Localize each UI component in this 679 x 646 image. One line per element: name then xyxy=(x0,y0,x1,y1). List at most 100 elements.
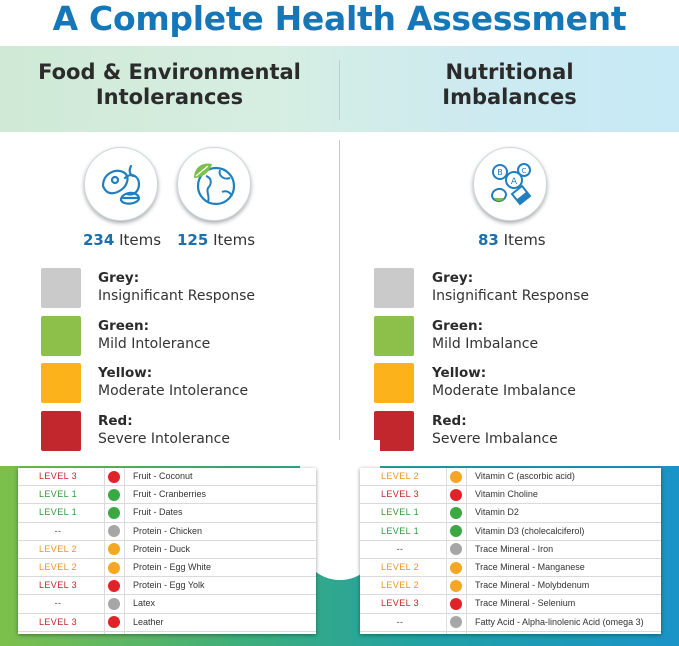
legend-swatch xyxy=(41,363,81,403)
column-separator xyxy=(446,468,447,486)
row-level: LEVEL 3 xyxy=(39,471,77,481)
table-row: LEVEL 1 Fruit - Dates xyxy=(18,504,316,523)
table-row: -- Latex xyxy=(18,595,316,614)
row-level: LEVEL 2 xyxy=(381,561,419,572)
status-dot xyxy=(108,597,120,610)
row-level: LEVEL 3 xyxy=(39,616,77,627)
row-name: Lilac (Syringa vulgaris) xyxy=(133,632,224,634)
column-separator xyxy=(124,504,125,522)
status-dot xyxy=(108,525,120,538)
legend-description: Severe Imbalance xyxy=(432,431,558,447)
count-number: 125 xyxy=(177,231,209,249)
column-separator xyxy=(124,522,125,540)
legend-description: Moderate Intolerance xyxy=(98,383,249,399)
row-name: Fatty Acid - Arachidonic Acid (omega 6) xyxy=(475,632,632,634)
column-divider xyxy=(339,140,340,540)
column-separator xyxy=(466,631,467,634)
row-level: -- xyxy=(396,616,404,627)
row-name: Trace Mineral - Manganese xyxy=(475,561,585,572)
row-level: LEVEL 1 xyxy=(18,632,98,634)
row-name: Fatty Acid - Alpha-linolenic Acid (omega… xyxy=(475,616,644,627)
row-level: LEVEL 1 xyxy=(381,525,419,536)
status-dot xyxy=(450,470,462,483)
column-separator xyxy=(466,558,467,577)
column-separator xyxy=(104,486,105,504)
legend-title: Green: xyxy=(432,318,484,334)
environment-count: 125 Items xyxy=(177,231,255,249)
status-dot xyxy=(108,470,120,483)
row-name: Vitamin D2 xyxy=(475,507,519,518)
row-name: Fruit - Coconut xyxy=(133,471,193,481)
status-dot xyxy=(108,579,120,592)
status-dot xyxy=(450,506,462,519)
column-separator xyxy=(124,577,125,595)
row-level: LEVEL 2 xyxy=(39,561,77,572)
table-row: LEVEL 2 Trace Mineral - Manganese xyxy=(360,558,661,578)
legend-swatch xyxy=(374,411,414,451)
column-separator xyxy=(124,468,125,486)
table-row: -- Trace Mineral - Iron xyxy=(360,540,661,559)
column-separator xyxy=(104,558,105,577)
column-separator xyxy=(446,486,447,504)
row-level: LEVEL 1 xyxy=(39,507,77,518)
count-number: 234 xyxy=(83,231,115,249)
food-icon xyxy=(84,147,158,221)
row-level: -- xyxy=(54,598,62,609)
row-level: LEVEL 2 xyxy=(381,471,419,481)
column-separator xyxy=(104,540,105,558)
svg-text:C: C xyxy=(522,167,527,175)
column-separator xyxy=(104,504,105,522)
status-dot xyxy=(108,616,120,629)
column-separator xyxy=(104,468,105,486)
row-name: Protein - Duck xyxy=(133,543,191,554)
column-separator xyxy=(124,631,125,634)
column-separator xyxy=(124,486,125,504)
count-label: Items xyxy=(213,231,256,249)
column-separator xyxy=(124,595,125,613)
table-row: LEVEL 2 Protein - Egg White xyxy=(18,558,316,578)
legend-swatch xyxy=(41,268,81,308)
row-level: LEVEL 1 xyxy=(381,507,419,518)
status-dot xyxy=(108,488,120,501)
svg-text:B: B xyxy=(497,168,503,177)
column-separator xyxy=(446,595,447,613)
status-dot xyxy=(108,561,120,574)
legend-title: Grey: xyxy=(432,270,474,286)
row-name: Protein - Chicken xyxy=(133,525,203,536)
row-level: LEVEL 2 xyxy=(39,543,77,554)
header-divider xyxy=(339,60,340,120)
food-results-table: LEVEL 3 Fruit - Coconut LEVEL 1 Fruit - Cra… xyxy=(18,468,316,634)
legend-title: Green: xyxy=(98,318,150,334)
column-separator xyxy=(466,595,467,613)
nutritional-heading: Nutritional Imbalances xyxy=(340,60,679,120)
legend-description: Moderate Imbalance xyxy=(432,383,576,399)
row-name: Vitamin Choline xyxy=(475,489,538,500)
status-dot xyxy=(450,525,462,538)
food-count: 234 Items xyxy=(83,231,161,249)
row-name: Protein - Egg Yolk xyxy=(133,580,205,591)
column-separator xyxy=(446,577,447,595)
row-name: Trace Mineral - Selenium xyxy=(475,598,576,609)
nutritional-count: 83 Items xyxy=(478,231,546,249)
table-row: LEVEL 3 Leather xyxy=(18,613,316,632)
table-row: LEVEL 3 Vitamin Choline xyxy=(360,486,661,505)
legend-swatch xyxy=(374,316,414,356)
column-separator xyxy=(466,486,467,504)
row-name: Protein - Egg White xyxy=(133,561,212,572)
heading-line: Imbalances xyxy=(442,85,577,109)
column-separator xyxy=(466,613,467,631)
table-row: LEVEL 2 Vitamin C (ascorbic acid) xyxy=(360,468,661,487)
legend-title: Grey: xyxy=(98,270,140,286)
row-level: LEVEL 1 xyxy=(39,489,77,500)
row-name: Trace Mineral - Molybdenum xyxy=(475,580,590,591)
status-dot xyxy=(108,506,120,519)
table-row: LEVEL 3 Trace Mineral - Selenium xyxy=(360,595,661,614)
status-dot xyxy=(450,488,462,501)
table-row: LEVEL 3 Protein - Egg Yolk xyxy=(18,577,316,596)
status-dot xyxy=(108,543,120,556)
table-row: LEVEL 3 Fruit - Coconut xyxy=(18,468,316,487)
legend-title: Red: xyxy=(98,413,133,429)
legend-title: Yellow: xyxy=(432,365,487,381)
legend-description: Mild Imbalance xyxy=(432,336,539,352)
column-separator xyxy=(466,522,467,540)
